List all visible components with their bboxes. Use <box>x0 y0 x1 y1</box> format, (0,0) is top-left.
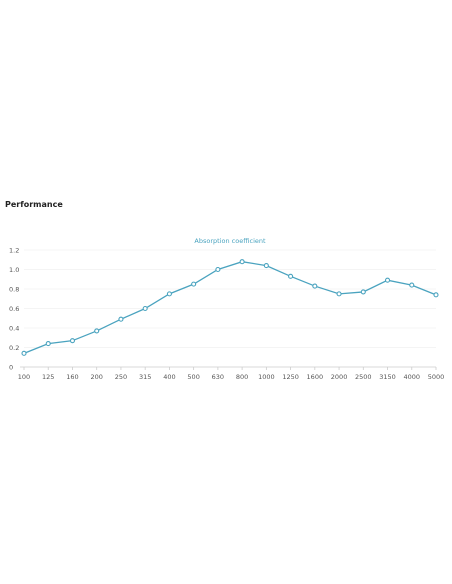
data-point[interactable] <box>336 291 342 297</box>
data-point[interactable] <box>94 328 100 334</box>
x-tick-label: 1250 <box>282 373 299 381</box>
data-point[interactable] <box>21 350 27 356</box>
x-tick-label: 200 <box>90 373 102 381</box>
x-axis: 100 125 160 200 250 315 400 500 630 800 1000 1250 16… <box>18 366 445 381</box>
absorption-line-chart: Absorption coefficient 0 0.2 0.4 0.6 0.8 1.0 1… <box>9 237 445 381</box>
data-point[interactable] <box>69 338 76 344</box>
x-tick-label: 315 <box>139 373 151 381</box>
data-point[interactable] <box>360 289 366 295</box>
data-point[interactable] <box>166 291 172 297</box>
y-tick-label: 0.6 <box>9 305 19 313</box>
x-tick-label: 1600 <box>307 373 324 381</box>
y-tick-label: 1.2 <box>9 246 19 254</box>
data-point[interactable] <box>409 282 415 288</box>
x-tick-label: 500 <box>187 373 199 381</box>
x-tick-label: 2500 <box>355 373 372 381</box>
x-tick-label: 2000 <box>331 373 348 381</box>
section-title: Performance <box>5 200 63 209</box>
series-title: Absorption coefficient <box>194 237 266 245</box>
x-tick-label: 5000 <box>428 373 445 381</box>
data-point[interactable] <box>312 283 318 289</box>
series-line <box>23 261 437 354</box>
data-point[interactable] <box>215 266 221 273</box>
data-point[interactable] <box>239 259 245 265</box>
grid-lines <box>24 249 436 348</box>
y-tick-label: 0 <box>9 363 13 371</box>
x-tick-label: 800 <box>236 373 248 381</box>
data-point[interactable] <box>45 341 51 347</box>
x-tick-label: 125 <box>42 373 54 381</box>
series-group <box>21 259 439 356</box>
x-tick-label: 630 <box>212 373 224 381</box>
y-axis: 0 0.2 0.4 0.6 0.8 1.0 1.2 <box>9 246 19 371</box>
x-tick-label: 3150 <box>379 373 396 381</box>
data-point[interactable] <box>288 273 294 279</box>
x-tick-label: 160 <box>66 373 78 381</box>
data-point[interactable] <box>433 292 439 298</box>
x-tick-label: 250 <box>115 373 127 381</box>
y-tick-label: 0.2 <box>9 344 19 352</box>
y-tick-label: 1.0 <box>9 266 19 274</box>
x-tick-label: 400 <box>163 373 175 381</box>
data-point[interactable] <box>384 277 391 283</box>
data-point[interactable] <box>142 305 148 312</box>
x-tick-label: 1000 <box>258 373 275 381</box>
x-tick-label: 4000 <box>403 373 420 381</box>
data-point[interactable] <box>191 281 197 287</box>
data-point[interactable] <box>118 316 124 322</box>
x-tick-label: 100 <box>18 373 30 381</box>
y-tick-label: 0.4 <box>9 324 19 332</box>
y-tick-label: 0.8 <box>9 285 19 293</box>
data-point[interactable] <box>263 263 269 269</box>
